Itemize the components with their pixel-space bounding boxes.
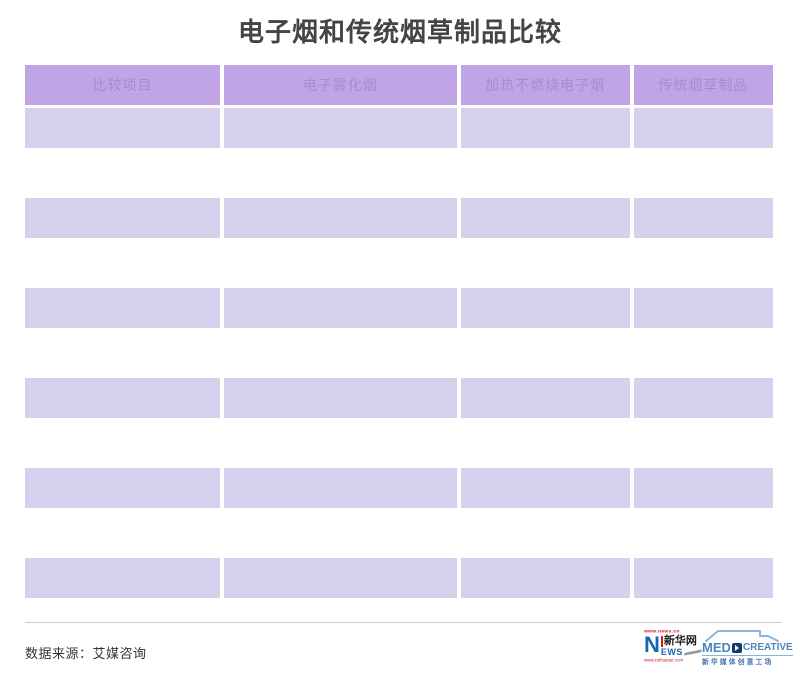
footer-divider	[25, 622, 782, 623]
table-cell	[25, 558, 221, 598]
medcreative-subtitle: 新华媒体创意工场	[702, 658, 774, 666]
table-row	[25, 468, 773, 508]
table-cell	[224, 468, 457, 508]
table-row	[25, 421, 773, 465]
table-cell	[634, 241, 773, 285]
table-cell	[461, 421, 630, 465]
swoosh-icon	[683, 649, 703, 656]
table-cell	[224, 241, 456, 285]
comparison-table-wrapper: 比较项目 电子雾化烟 加热不燃烧电子烟 传统烟草制品	[21, 62, 777, 601]
table-cell	[460, 378, 630, 418]
table-cell	[461, 151, 630, 195]
xinhuanet-logo: www.news.cn N 新华网 EWS www.xinhuanet.com	[644, 628, 703, 669]
table-cell	[25, 241, 220, 285]
column-header-heat-not-burn: 加热不燃烧电子烟	[460, 65, 630, 105]
table-cell	[25, 288, 221, 328]
table-cell	[460, 558, 630, 598]
table-row	[25, 511, 773, 555]
table-cell	[634, 151, 773, 195]
data-source-label: 数据来源：艾媒咨询	[25, 646, 147, 661]
footer-logos: www.news.cn N 新华网 EWS www.xinhuanet.com …	[644, 628, 793, 670]
table-cell	[224, 288, 457, 328]
table-row	[25, 198, 773, 238]
column-header-compare-item: 比较项目	[25, 65, 221, 105]
play-icon	[731, 642, 742, 653]
table-row	[25, 378, 773, 418]
table-row	[25, 151, 773, 195]
table-cell	[224, 108, 457, 148]
xinhuanet-mark: N 新华网 EWS	[644, 632, 703, 657]
page-title: 电子烟和传统烟草制品比较	[237, 17, 562, 47]
medcreative-wordmark: MED CREATIVE	[702, 641, 793, 656]
table-header-row: 比较项目 电子雾化烟 加热不燃烧电子烟 传统烟草制品	[25, 65, 773, 105]
table-cell	[224, 511, 456, 555]
column-header-evapor: 电子雾化烟	[224, 65, 457, 105]
xinhuanet-url-bottom: www.xinhuanet.com	[644, 657, 684, 663]
xinhuanet-url-top: www.news.cn	[644, 628, 680, 634]
table-cell	[25, 378, 221, 418]
table-cell	[461, 331, 630, 375]
table-cell	[25, 511, 220, 555]
table-cell	[224, 421, 456, 465]
table-cell	[25, 468, 221, 508]
table-cell	[633, 288, 773, 328]
table-cell	[25, 108, 221, 148]
table-cell	[461, 511, 630, 555]
table-cell	[224, 378, 457, 418]
xinhuanet-ews-text: EWS	[660, 647, 683, 657]
table-cell	[224, 151, 456, 195]
table-cell	[633, 198, 773, 238]
column-header-traditional: 传统烟草制品	[633, 65, 773, 105]
table-row	[25, 558, 773, 598]
table-cell	[633, 558, 773, 598]
table-cell	[224, 331, 456, 375]
table-cell	[460, 468, 630, 508]
table-cell	[25, 421, 220, 465]
table-cell	[25, 331, 220, 375]
table-cell	[224, 558, 457, 598]
medcreative-logo: MED CREATIVE 新华媒体创意工场	[702, 629, 793, 669]
table-cell	[460, 108, 630, 148]
table-cell	[633, 468, 773, 508]
table-cell	[460, 288, 630, 328]
creative-text: CREATIVE	[742, 641, 793, 653]
table-row	[25, 288, 773, 328]
xinhuanet-n-icon: N	[644, 632, 660, 657]
xinhuanet-brand-cn: 新华网	[663, 635, 697, 647]
table-cell	[25, 198, 221, 238]
table-row	[25, 241, 773, 285]
table-cell	[634, 511, 773, 555]
table-cell	[634, 331, 773, 375]
table-row	[25, 108, 773, 148]
table-cell	[633, 108, 773, 148]
table-cell	[634, 421, 773, 465]
roof-icon	[705, 630, 779, 642]
table-cell	[461, 241, 630, 285]
med-text: MED	[702, 640, 731, 655]
table-cell	[633, 378, 773, 418]
red-bar-icon	[660, 636, 663, 647]
table-cell	[224, 198, 457, 238]
table-cell	[25, 151, 220, 195]
table-row	[25, 331, 773, 375]
table-cell	[460, 198, 630, 238]
comparison-table: 比较项目 电子雾化烟 加热不燃烧电子烟 传统烟草制品	[21, 62, 777, 601]
